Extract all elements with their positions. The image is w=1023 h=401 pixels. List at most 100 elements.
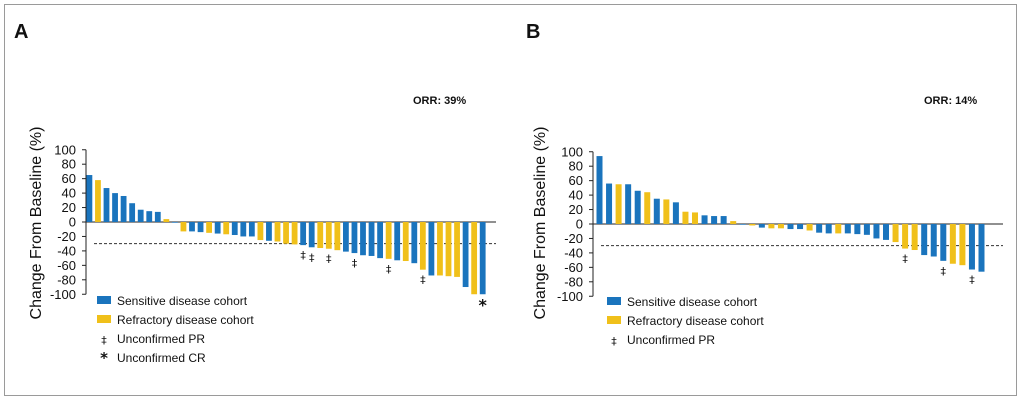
panel-a-bar: [411, 222, 418, 264]
panel-a-chart: A Change From Baseline (%) ORR: 39% 1008…: [14, 21, 496, 367]
panel-a-bar: [197, 222, 204, 233]
panel-a-y-tick-label: 80: [62, 157, 76, 172]
panel-a-bar: [351, 222, 358, 254]
panel-a-bar: [445, 222, 452, 277]
panel-a-unconfirmed-pr-marker: ‡: [300, 249, 306, 262]
panel-a-bar: [231, 222, 238, 236]
panel-b-bar: [854, 224, 861, 235]
panel-a-legend-symbol: *: [100, 349, 108, 367]
panel-b-bar: [883, 224, 889, 240]
panel-b-bar: [615, 184, 622, 224]
panel-a-y-tick-label: 20: [62, 200, 76, 215]
panel-a-bar: [317, 222, 324, 249]
panel-a-bar: [325, 222, 332, 249]
panel-b-y-tick-label: 100: [561, 144, 583, 159]
panel-b-bar: [711, 216, 718, 224]
panel-b-bar: [902, 224, 909, 249]
panel-b-bar: [663, 199, 670, 224]
panel-a-bar: [360, 222, 366, 256]
figure-frame: [4, 4, 1017, 396]
panel-b-bar: [873, 224, 880, 239]
panel-b-bar: [606, 183, 613, 224]
panel-b-unconfirmed-pr-marker: ‡: [941, 265, 947, 278]
panel-a-legend-swatch-refractory: [97, 315, 111, 323]
panel-b-bar: [739, 224, 746, 225]
panel-b-bar: [797, 224, 804, 230]
panel-a-y-tick-label: -20: [57, 229, 76, 244]
panel-a-bar: [437, 222, 443, 276]
panel-a-unconfirmed-pr-marker: ‡: [420, 274, 426, 287]
panel-b-y-tick-label: -20: [564, 231, 583, 246]
panel-b-bar: [625, 184, 632, 224]
panel-a-bar: [103, 188, 110, 222]
panel-b-chart: B Change From Baseline (%) ORR: 14% 1008…: [526, 21, 1003, 348]
panel-a-response-markers: ‡ ‡ ‡ ‡ ‡‡*: [300, 249, 487, 314]
panel-b-bar: [768, 224, 775, 229]
panel-a-bar: [283, 222, 289, 244]
panel-b-bar: [978, 224, 985, 272]
panel-a-legend-symbol: ‡: [101, 334, 107, 347]
panel-b-bar: [863, 224, 870, 235]
panel-b-y-tick-label: -100: [557, 289, 583, 304]
panel-b-legend: Sensitive disease cohort Refractory disea…: [607, 295, 764, 348]
panel-a-y-tick-label: -80: [57, 272, 76, 287]
panel-a-unconfirmed-pr-marker: ‡: [386, 263, 392, 276]
panel-b-bar: [596, 156, 603, 224]
panel-b-bar: [730, 221, 737, 224]
panel-a-y-tick-label: 100: [54, 142, 76, 157]
panel-a-bar: [274, 222, 281, 242]
panel-b-bar: [921, 224, 928, 256]
panel-b-legend-swatch-refractory: [607, 316, 621, 324]
panel-a-bar: [308, 222, 315, 248]
panel-b-y-tick-label: -80: [564, 274, 583, 289]
panel-a-bar: [163, 219, 170, 222]
panel-b-bar: [692, 212, 698, 224]
panel-b-bar: [749, 224, 756, 226]
panel-b-bar: [720, 216, 727, 224]
panel-a-bar: [300, 222, 307, 246]
panel-a-bar: [394, 222, 401, 261]
panel-a-bar: [368, 222, 375, 256]
panel-a-y-tick-label: -60: [57, 258, 76, 273]
panel-b-bar: [844, 224, 851, 234]
panel-a-bar: [189, 222, 195, 232]
panel-b-bar: [634, 190, 641, 224]
panel-a-bar: [120, 195, 127, 222]
panel-b-y-tick-label: 0: [576, 217, 583, 232]
panel-a-bar: [291, 222, 298, 245]
panel-b-legend-label: Refractory disease cohort: [627, 314, 764, 328]
panel-b-bar: [787, 224, 794, 230]
panel-a-y-tick-label: -40: [57, 243, 76, 258]
panel-b-bar: [968, 224, 975, 270]
panel-a-bar: [462, 222, 469, 288]
panel-a-bar: [86, 175, 93, 222]
panel-a-bar: [402, 222, 409, 262]
panel-a-bar: [257, 222, 264, 241]
panel-b-bar: [911, 224, 918, 251]
panel-a-unconfirmed-cr-marker: *: [479, 295, 488, 314]
panel-b-legend-swatch-sensitive: [607, 297, 621, 305]
panel-a-y-tick-label: -100: [50, 287, 76, 302]
panel-b-orr-annotation: ORR: 14%: [924, 95, 977, 107]
panel-a-bar: [471, 222, 478, 295]
panel-b-unconfirmed-pr-marker: ‡: [902, 253, 908, 266]
panel-a-bar: [154, 211, 161, 222]
panel-a-bar: [95, 180, 101, 222]
panel-b-bar: [816, 224, 823, 233]
panel-a-legend-label: Unconfirmed CR: [117, 351, 206, 365]
panel-a-bar: [240, 222, 247, 237]
panel-a-bar: [214, 222, 221, 234]
panel-a-y-tick-label: 0: [69, 215, 76, 230]
panel-b-y-tick-label: 40: [569, 188, 583, 203]
panel-a-bar: [223, 222, 230, 235]
panel-b-y-tick-label: 20: [569, 202, 583, 217]
panel-a-bar: [428, 222, 435, 276]
panel-a-bar: [112, 193, 118, 222]
panel-b-bar: [653, 198, 660, 224]
panel-b-bar: [806, 224, 813, 231]
panel-a-legend-label: Refractory disease cohort: [117, 313, 254, 327]
panel-b-bar: [949, 224, 956, 264]
panel-a-letter: A: [14, 21, 28, 43]
